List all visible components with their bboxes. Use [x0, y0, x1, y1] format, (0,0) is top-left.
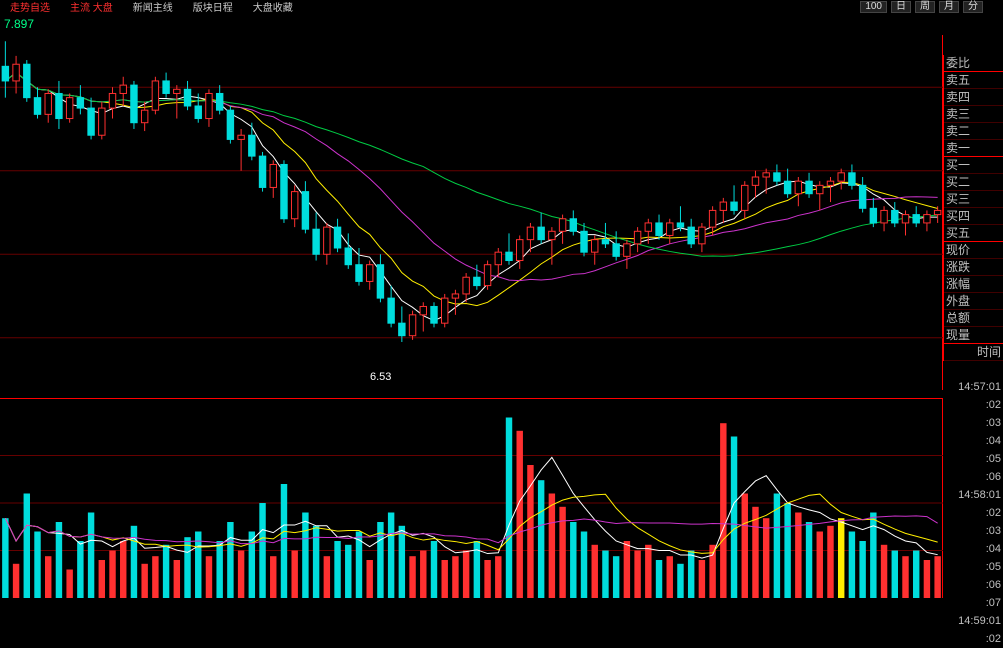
tab-item[interactable]: 走势自选	[10, 0, 50, 14]
ask-row: 卖四	[944, 89, 1003, 106]
info-row: 现价	[944, 242, 1003, 259]
side-header: 委比	[944, 55, 1003, 72]
tf-button[interactable]: 100	[860, 1, 887, 13]
candlestick-chart[interactable]: 6.53	[0, 35, 943, 390]
timeframe-buttons: 100 日 周 月 分	[860, 1, 983, 13]
order-book-panel: 委比 卖五 卖四 卖三 卖二 卖一 买一 买二 买三 买四 买五 现价 涨跌 涨…	[943, 55, 1003, 361]
tf-button[interactable]: 日	[891, 1, 911, 13]
ask-row: 卖二	[944, 123, 1003, 140]
svg-text:6.53: 6.53	[370, 371, 391, 383]
time-tick-panel: 14:57:01:02:03:04:05:0614:58:01:02:03:04…	[943, 378, 1003, 648]
bid-row: 买四	[944, 208, 1003, 225]
chart-header-value: 7.897	[0, 13, 1003, 35]
ask-row: 卖一	[944, 140, 1003, 157]
volume-chart[interactable]	[0, 398, 943, 598]
info-row: 总额	[944, 310, 1003, 327]
tab-item[interactable]: 版块日程	[193, 0, 233, 14]
info-row: 现量	[944, 327, 1003, 344]
tf-button[interactable]: 月	[939, 1, 959, 13]
bid-row: 买三	[944, 191, 1003, 208]
ask-row: 卖三	[944, 106, 1003, 123]
bid-row: 买二	[944, 174, 1003, 191]
tab-item[interactable]: 新闻主线	[133, 0, 173, 14]
tf-button[interactable]: 周	[915, 1, 935, 13]
info-row: 涨跌	[944, 259, 1003, 276]
tf-button[interactable]: 分	[963, 1, 983, 13]
info-row: 外盘	[944, 293, 1003, 310]
bid-row: 买一	[944, 157, 1003, 174]
tab-item[interactable]: 大盘收藏	[253, 0, 293, 14]
time-header: 时间	[944, 344, 1003, 361]
top-toolbar: 走势自选 主流 大盘 新闻主线 版块日程 大盘收藏 100 日 周 月 分	[0, 0, 1003, 13]
info-row: 涨幅	[944, 276, 1003, 293]
ask-row: 卖五	[944, 72, 1003, 89]
tab-item[interactable]: 主流 大盘	[70, 0, 113, 14]
bid-row: 买五	[944, 225, 1003, 242]
